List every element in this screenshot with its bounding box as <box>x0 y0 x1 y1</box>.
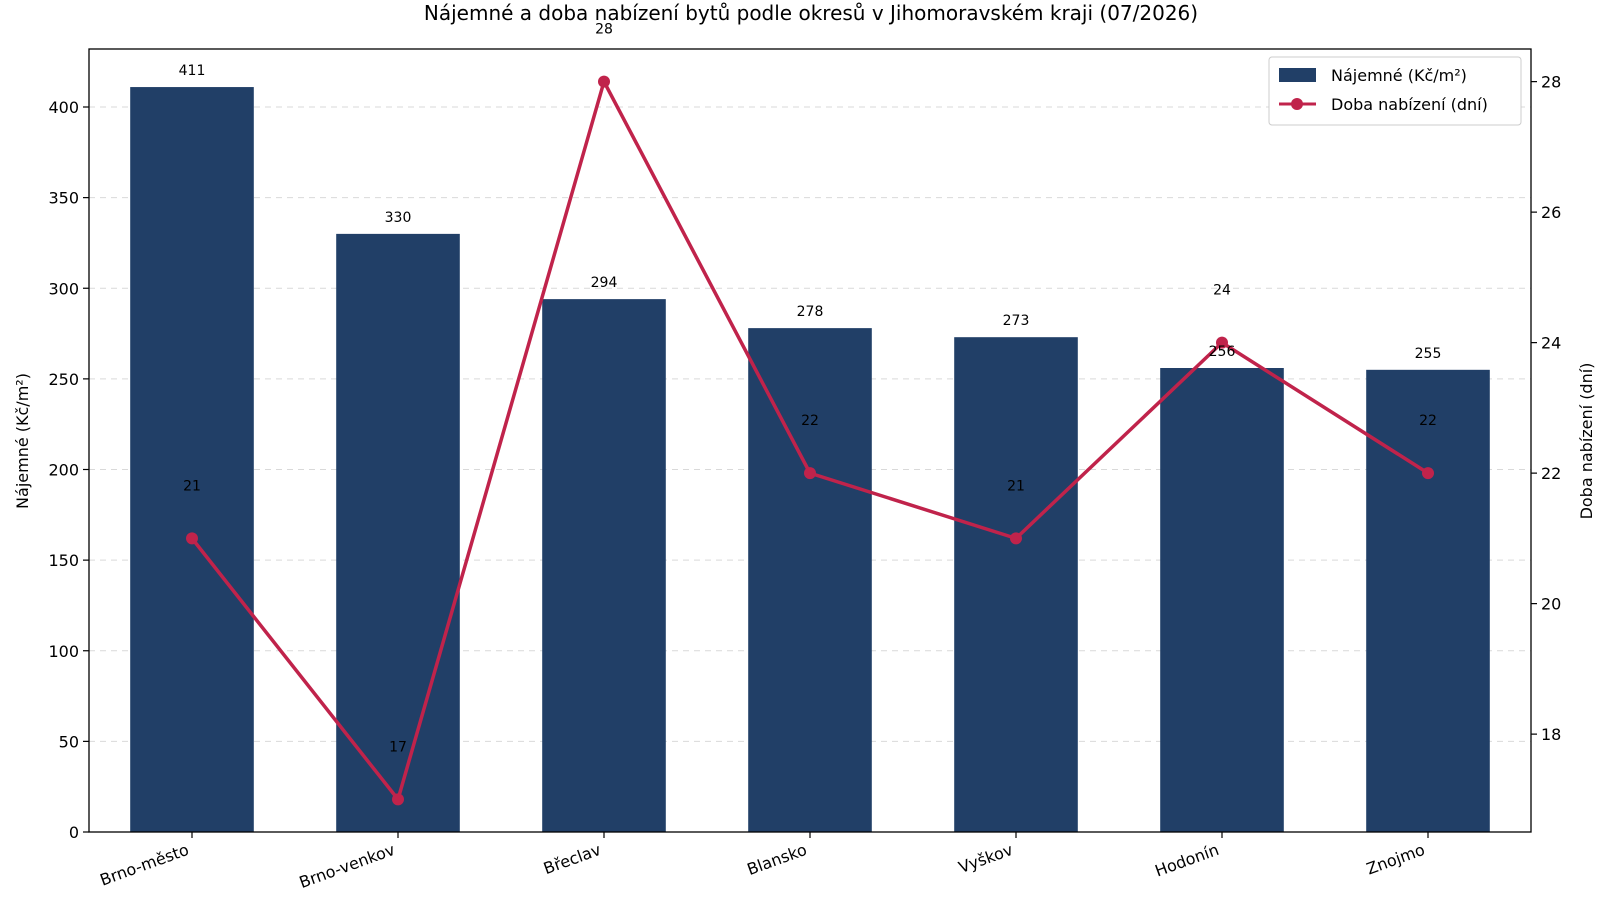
line-point <box>1216 336 1228 349</box>
x-tick-label: Brno-venkov <box>297 840 398 892</box>
x-tick-label: Břeclav <box>541 840 603 878</box>
bar <box>1160 368 1284 832</box>
line-series <box>186 75 1434 806</box>
line-value-label: 21 <box>1007 478 1025 494</box>
y-tick-label-right: 20 <box>1541 595 1561 614</box>
line-value-label: 28 <box>595 22 613 38</box>
legend-bar-swatch <box>1279 68 1316 82</box>
y-tick-label-right: 22 <box>1541 464 1561 483</box>
y-tick-label-left: 300 <box>48 279 79 298</box>
y-tick-label-right: 26 <box>1541 203 1561 222</box>
bar <box>954 337 1078 832</box>
bar <box>748 328 872 832</box>
chart-title: Nájemné a doba nabízení bytů podle okres… <box>424 1 1198 25</box>
y-tick-label-left: 0 <box>69 823 79 842</box>
line-point <box>392 793 404 806</box>
line-value-label: 17 <box>389 739 407 755</box>
x-tick-label: Hodonín <box>1152 840 1221 881</box>
line-value-label: 21 <box>183 478 201 494</box>
x-tick-label: Brno-město <box>97 840 191 890</box>
legend-bar-label: Nájemné (Kč/m²) <box>1331 66 1467 85</box>
y-tick-label-left: 250 <box>48 370 79 389</box>
bar-value-label: 294 <box>591 275 618 291</box>
bar-value-label: 273 <box>1003 313 1030 329</box>
bar <box>336 233 460 832</box>
bar-value-label: 411 <box>179 63 206 79</box>
x-tick-label: Znojmo <box>1364 840 1428 879</box>
y-tick-label-left: 350 <box>48 189 79 208</box>
y-tick-label-left: 150 <box>48 551 79 570</box>
y-tick-label-right: 18 <box>1541 725 1561 744</box>
line-value-label: 22 <box>1419 413 1437 429</box>
y-tick-label-right: 24 <box>1541 334 1561 353</box>
y-tick-label-left: 200 <box>48 461 79 480</box>
legend: Nájemné (Kč/m²) Doba nabízení (dní) <box>1268 56 1522 126</box>
line-point <box>186 532 198 545</box>
bar <box>1366 369 1490 832</box>
y-tick-label-left: 50 <box>59 732 79 751</box>
legend-box <box>1268 56 1522 126</box>
line-value-label: 24 <box>1213 283 1231 299</box>
x-tick-label: Vyškov <box>956 840 1015 877</box>
y-tick-label-left: 400 <box>48 98 79 117</box>
bars <box>130 87 1490 832</box>
bar <box>130 87 254 832</box>
bar <box>542 299 666 832</box>
bar-value-label: 278 <box>797 304 824 320</box>
line-point <box>804 467 816 480</box>
y-tick-label-right: 28 <box>1541 73 1561 92</box>
line-value-label: 22 <box>801 413 819 429</box>
line-point <box>598 75 610 88</box>
data-labels: 411 330 294 278 273 256 255 21 17 28 22 21 24 22 <box>179 22 1442 756</box>
line-point <box>1010 532 1022 545</box>
bar-value-label: 255 <box>1415 346 1442 362</box>
line-point <box>1422 467 1434 480</box>
x-tick-label: Blansko <box>744 840 809 879</box>
bar-value-label: 330 <box>385 210 412 226</box>
legend-line-label: Doba nabízení (dní) <box>1331 95 1488 114</box>
legend-line-marker <box>1291 98 1303 110</box>
y-axis-label-right: Doba nabízení (dní) <box>1577 363 1596 520</box>
bar-value-label: 256 <box>1209 344 1236 360</box>
y-tick-label-left: 100 <box>48 642 79 661</box>
y-axis-label-left: Nájemné (Kč/m²) <box>13 373 32 509</box>
